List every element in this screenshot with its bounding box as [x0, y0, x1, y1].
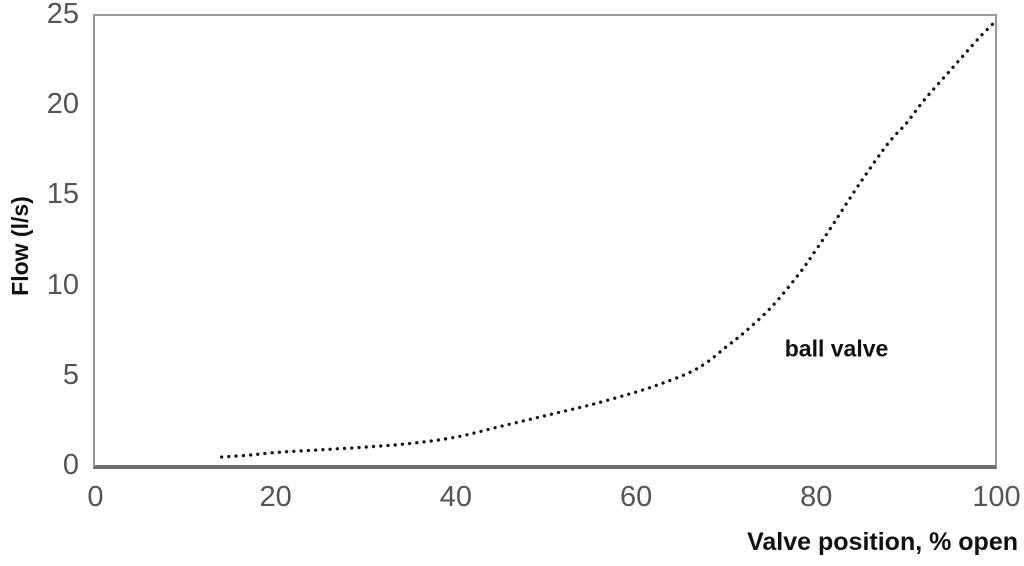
x-tick-label: 60: [619, 481, 653, 513]
x-tick-label: 20: [259, 481, 292, 513]
x-tick-label: 0: [87, 481, 104, 513]
y-tick-label: 0: [62, 448, 79, 481]
y-tick-label: 5: [62, 358, 79, 391]
x-tick-label: 80: [800, 481, 833, 513]
x-tick-label: 40: [439, 481, 473, 513]
series-annotation: ball valve: [784, 335, 889, 362]
y-tick-label: 20: [46, 88, 79, 121]
y-axis-title: Flow (l/s): [7, 196, 33, 296]
y-tick-label: 15: [46, 178, 79, 211]
x-tick-label: 100: [972, 481, 1021, 513]
y-tick-label: 25: [46, 0, 79, 30]
plot-area: [93, 14, 997, 469]
y-tick-label: 10: [46, 268, 79, 301]
x-axis-title: Valve position, % open: [747, 528, 1018, 556]
